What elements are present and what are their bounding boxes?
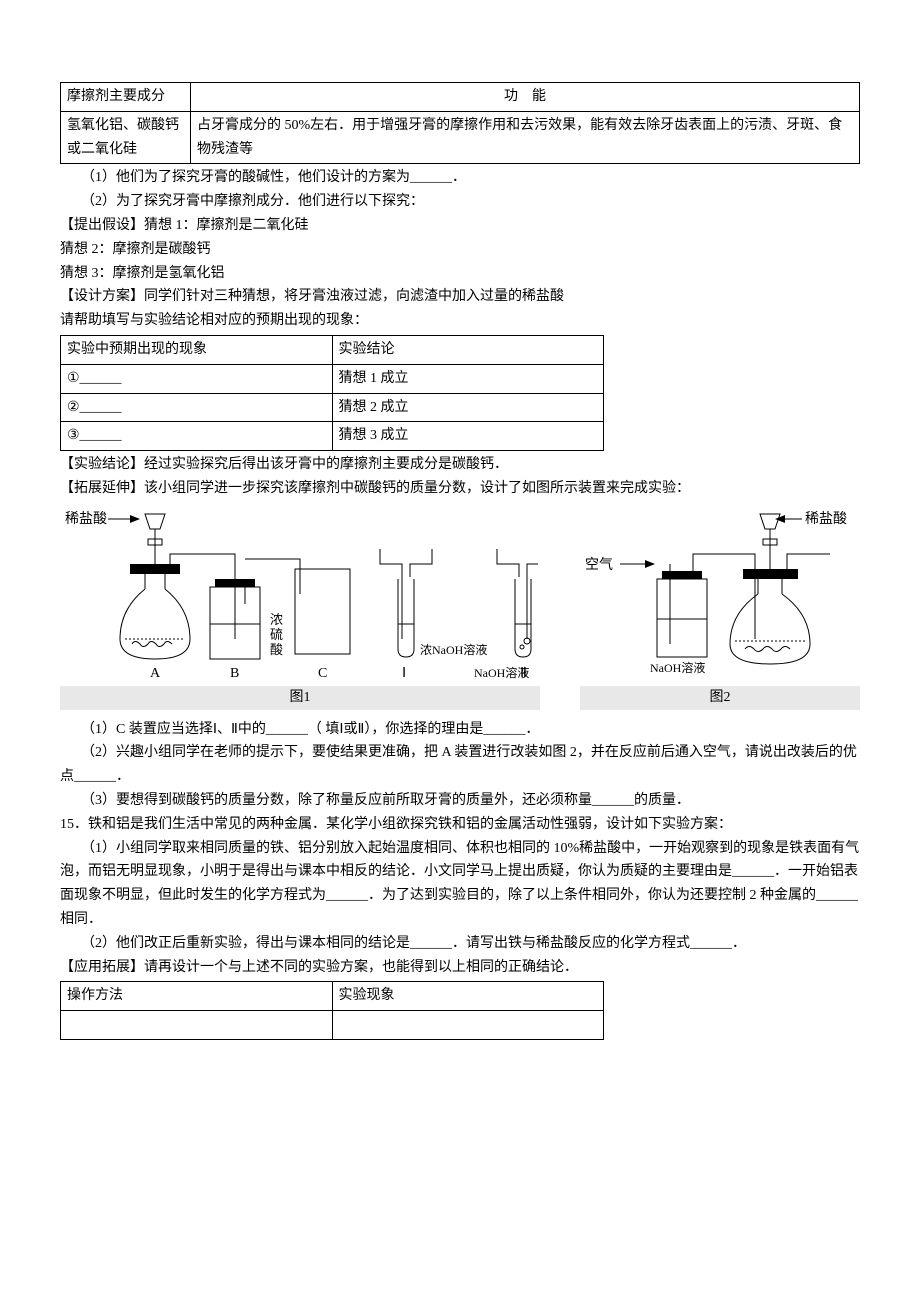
cell: 氢氧化铝、碳酸钙或二氧化硅	[61, 111, 191, 164]
diagram-figure-2: 空气 NaOH溶液 稀盐酸	[580, 509, 860, 710]
label-ii: Ⅱ	[520, 666, 527, 681]
cell: 实验现象	[332, 982, 604, 1011]
svg-text:硫: 硫	[270, 627, 283, 642]
para: 【设计方案】同学们针对三种猜想，将牙膏浊液过滤，向滤渣中加入过量的稀盐酸	[60, 285, 860, 309]
label-a: A	[150, 666, 161, 681]
label-hcl2: 稀盐酸	[805, 511, 847, 527]
para: （1）C 装置应当选择Ⅰ、Ⅱ中的______（ 填Ⅰ或Ⅱ），你选择的理由是___…	[60, 718, 860, 742]
diagram-row: 稀盐酸 A 浓 硫 酸 B	[60, 509, 860, 710]
para: （3）要想得到碳酸钙的质量分数，除了称量反应前所取牙膏的质量外，还必须称量___…	[60, 789, 860, 813]
label-h2so4: 浓	[270, 612, 283, 627]
svg-text:酸: 酸	[270, 642, 283, 657]
cell	[61, 1011, 333, 1040]
cell: 摩擦剂主要成分	[61, 83, 191, 112]
table-friction: 摩擦剂主要成分 功 能 氢氧化铝、碳酸钙或二氧化硅 占牙膏成分的 50%左右．用…	[60, 82, 860, 164]
para: 猜想 2：摩擦剂是碳酸钙	[60, 238, 860, 262]
cell: ③______	[61, 422, 333, 451]
cell: 实验结论	[332, 335, 604, 364]
caption-1: 图1	[60, 686, 540, 710]
apparatus-2-svg: 空气 NaOH溶液 稀盐酸	[580, 509, 860, 684]
cell: 操作方法	[61, 982, 333, 1011]
cell: 实验中预期出现的现象	[61, 335, 333, 364]
para: 【应用拓展】请再设计一个与上述不同的实验方案，也能得到以上相同的正确结论．	[60, 956, 860, 980]
diagram-figure-1: 稀盐酸 A 浓 硫 酸 B	[60, 509, 540, 710]
table-extension: 操作方法 实验现象	[60, 981, 604, 1040]
table-hypothesis: 实验中预期出现的现象 实验结论 ①______猜想 1 成立 ②______猜想…	[60, 335, 604, 451]
para: 【实验结论】经过实验探究后得出该牙膏中的摩擦剂主要成分是碳酸钙．	[60, 453, 860, 477]
para: （2）兴趣小组同学在老师的提示下，要使结果更准确，把 A 装置进行改装如图 2，…	[60, 741, 860, 789]
label-b: B	[230, 666, 239, 681]
label-c: C	[318, 666, 327, 681]
para: 【提出假设】猜想 1：摩擦剂是二氧化硅	[60, 214, 860, 238]
para: （1）他们为了探究牙膏的酸碱性，他们设计的方案为______．	[60, 166, 860, 190]
label-conc-naoh: 浓NaOH溶液	[420, 642, 487, 657]
cell: 猜想 3 成立	[332, 422, 604, 451]
para: 15．铁和铝是我们生活中常见的两种金属．某化学小组欲探究铁和铝的金属活动性强弱，…	[60, 813, 860, 837]
cell: 占牙膏成分的 50%左右．用于增强牙膏的摩擦作用和去污效果，能有效去除牙齿表面上…	[191, 111, 860, 164]
cell	[332, 1011, 604, 1040]
para: 请帮助填写与实验结论相对应的预期出现的现象：	[60, 309, 860, 333]
label-naoh2: NaOH溶液	[650, 660, 705, 675]
label-i: Ⅰ	[402, 666, 406, 681]
para: 【拓展延伸】该小组同学进一步探究该摩擦剂中碳酸钙的质量分数，设计了如图所示装置来…	[60, 477, 860, 501]
cell: 功 能	[191, 83, 860, 112]
cell: 猜想 1 成立	[332, 364, 604, 393]
apparatus-1-svg: 稀盐酸 A 浓 硫 酸 B	[60, 509, 540, 684]
label-hcl: 稀盐酸	[65, 511, 107, 527]
cell: ②______	[61, 393, 333, 422]
para: （1）小组同学取来相同质量的铁、铝分别放入起始温度相同、体积也相同的 10%稀盐…	[60, 837, 860, 932]
para: 猜想 3：摩擦剂是氢氧化铝	[60, 262, 860, 286]
cell: 猜想 2 成立	[332, 393, 604, 422]
caption-2: 图2	[580, 686, 860, 710]
para: （2）为了探究牙膏中摩擦剂成分．他们进行以下探究：	[60, 190, 860, 214]
para: （2）他们改正后重新实验，得出与课本相同的结论是______．请写出铁与稀盐酸反…	[60, 932, 860, 956]
cell: ①______	[61, 364, 333, 393]
label-air: 空气	[585, 557, 613, 573]
